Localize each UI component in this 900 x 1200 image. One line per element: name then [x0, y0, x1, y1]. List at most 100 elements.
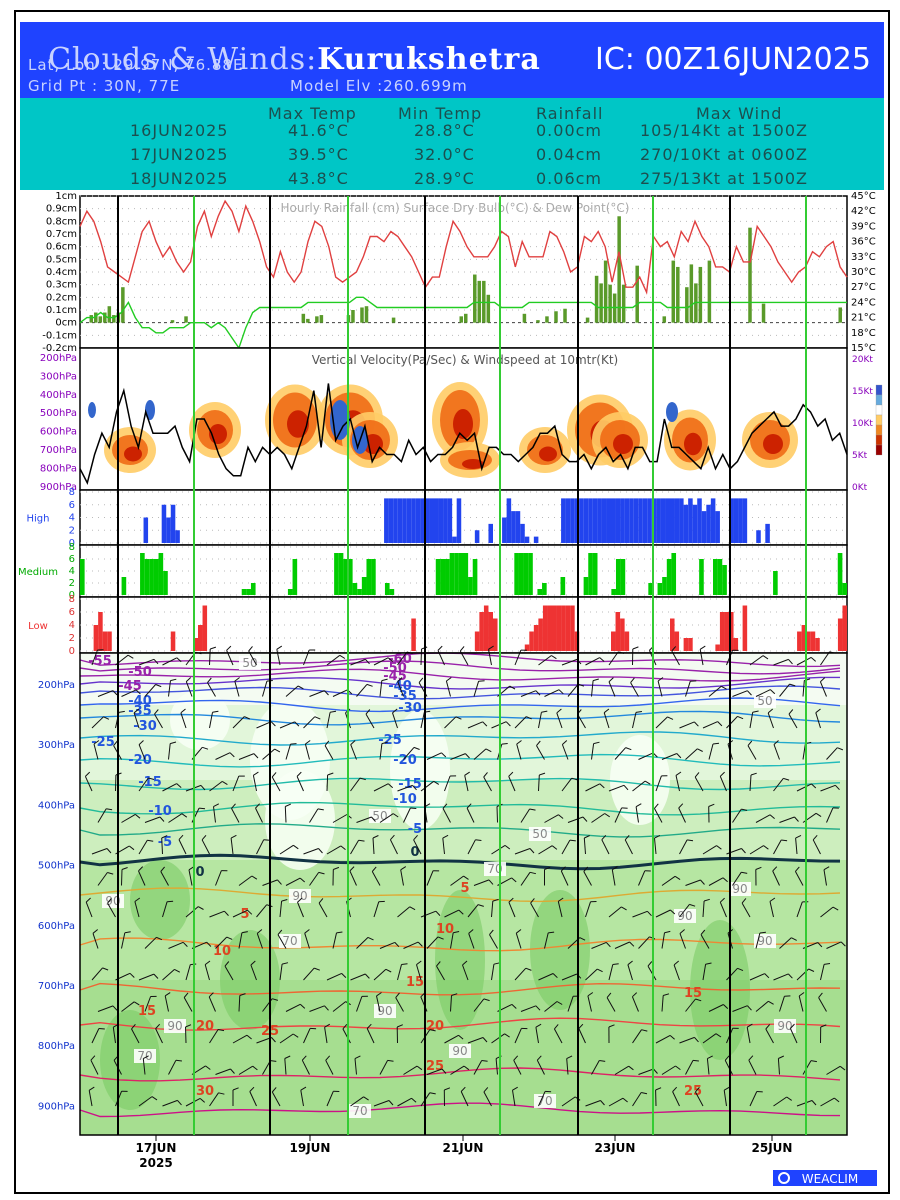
isotherm-label: 10 — [436, 922, 454, 937]
wind-barb — [244, 716, 250, 720]
wind-barb — [741, 848, 746, 854]
wind-barb — [538, 774, 540, 792]
wind-barb — [373, 783, 389, 792]
wind-barb — [455, 716, 462, 720]
wind-barb — [513, 1055, 519, 1061]
isotherm — [79, 823, 841, 838]
wind-barb — [467, 721, 483, 729]
wind-barb — [356, 816, 372, 823]
wind-barb — [394, 942, 400, 948]
wind-barb — [685, 1060, 694, 1075]
wind-barb — [392, 712, 398, 729]
wind-barb — [185, 1024, 192, 1028]
wind-barb — [674, 875, 681, 881]
wind-barb — [818, 992, 823, 998]
wind-barb — [301, 1059, 310, 1075]
wind-barb — [679, 721, 695, 729]
wind-barb — [719, 897, 725, 903]
color-legend — [875, 434, 883, 446]
wind-barb — [694, 772, 700, 778]
wind-barb — [256, 839, 265, 855]
wind-barb — [587, 992, 594, 997]
wind-barb — [154, 713, 163, 729]
wind-barb — [773, 744, 780, 760]
wind-barb — [177, 1100, 182, 1106]
wind-barb — [702, 845, 717, 855]
cloud-bar — [801, 625, 807, 651]
wind-barb — [632, 712, 637, 729]
cloud-bar — [93, 625, 99, 651]
velocity-contour — [684, 432, 702, 456]
wind-barb — [770, 689, 776, 695]
cloud-bar — [529, 631, 534, 651]
cloud-bar — [620, 498, 625, 543]
wind-barb — [520, 808, 531, 823]
wind-barb — [796, 1100, 813, 1107]
rainfall-bar — [545, 316, 549, 323]
wind-barb — [708, 877, 724, 886]
cloud-bar — [347, 559, 353, 595]
cloud-bar — [292, 559, 298, 595]
cloud-bar — [660, 498, 666, 543]
isotherm — [79, 1017, 841, 1031]
cloud-bar — [683, 638, 689, 651]
wind-barb — [592, 678, 599, 682]
velocity-contour — [763, 434, 783, 454]
wind-barb — [675, 1065, 681, 1071]
wind-barb — [567, 996, 574, 1012]
wind-barb — [453, 931, 460, 934]
humidity-label-box — [279, 934, 301, 948]
wind-barb — [632, 992, 638, 998]
wind-barb — [429, 1029, 436, 1032]
isotherm — [79, 685, 841, 700]
wind-barb — [303, 848, 319, 855]
wind-barb — [723, 1090, 727, 1107]
wind-barb — [91, 1028, 100, 1044]
wind-barb — [802, 680, 805, 697]
wind-barb — [749, 973, 765, 981]
wind-barb — [107, 898, 112, 904]
isotherm-label: -5 — [408, 822, 422, 837]
cloud-bar — [371, 559, 376, 595]
wind-barb — [175, 1059, 182, 1062]
wind-barb — [91, 848, 108, 855]
cloud-bar — [588, 498, 593, 543]
wind-barb — [492, 898, 499, 902]
wind-barb — [300, 1090, 304, 1107]
wind-barb — [769, 897, 776, 902]
cloud-bar — [633, 498, 639, 543]
y2-tick-label: 42°C — [851, 206, 876, 217]
y2-tick-label: 33°C — [851, 252, 876, 263]
wind-barb — [450, 995, 452, 1012]
wind-barb — [723, 1086, 730, 1091]
wind-barb — [749, 712, 754, 729]
wind-barb — [284, 1058, 287, 1075]
wind-barb — [218, 1029, 225, 1032]
cloud-bar — [815, 638, 820, 651]
x-tick-label: 2025 — [139, 1156, 172, 1170]
wind-barb — [215, 752, 231, 760]
wind-barb — [297, 902, 304, 918]
wind-barb — [296, 776, 304, 792]
isotherm — [79, 1102, 841, 1118]
wind-barb — [632, 910, 648, 918]
wind-barb — [339, 654, 346, 659]
wind-barb — [811, 1100, 817, 1106]
cloud-bar — [406, 498, 412, 543]
wind-barb — [397, 1097, 412, 1107]
wind-barb — [750, 772, 757, 776]
wind-barb — [205, 1065, 211, 1070]
wind-barb — [654, 803, 659, 809]
wind-barb — [363, 1096, 369, 1101]
y2-tick-label: 27°C — [851, 282, 876, 293]
wind-barb — [249, 1091, 257, 1107]
wind-barb — [159, 816, 165, 822]
cloud-bar — [692, 504, 698, 543]
wind-barb — [356, 684, 368, 697]
cloud-bar — [175, 530, 180, 543]
cloud-bar — [454, 553, 459, 595]
cloud-bar — [670, 498, 675, 543]
wind-barb — [143, 1055, 149, 1060]
cloud-bar — [524, 644, 530, 651]
